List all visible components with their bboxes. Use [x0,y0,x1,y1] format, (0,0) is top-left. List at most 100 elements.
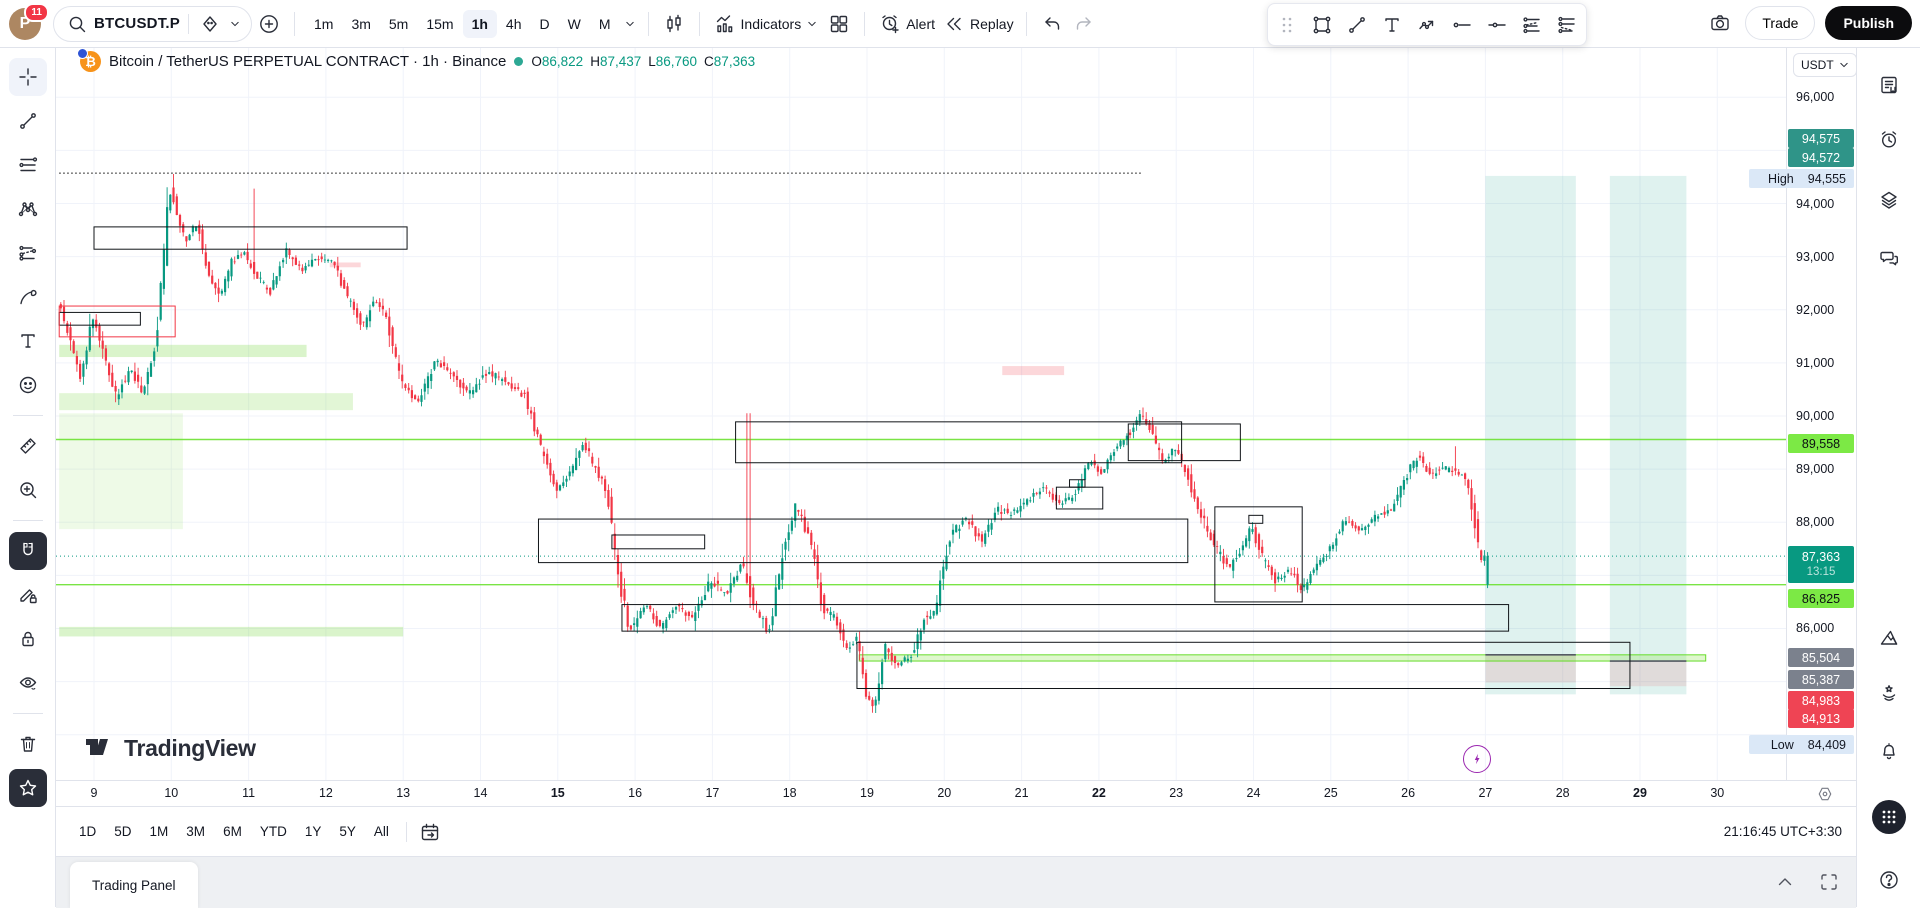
boost-button[interactable] [1463,745,1491,773]
replay-button[interactable]: Replay [939,9,1016,39]
timeframe-1m[interactable]: 1m [305,10,342,38]
stay-drawing-mode-tool[interactable] [9,576,47,614]
time-tick-24: 24 [1246,786,1261,800]
low-value: 86,760 [655,54,698,69]
brush-tool[interactable] [9,278,47,316]
chat-icon [1876,245,1902,271]
favorites-toolbar-toggle[interactable] [8,769,47,807]
snapshot-button[interactable] [1705,8,1735,38]
timeframe-3m[interactable]: 3m [342,10,379,38]
range-5D[interactable]: 5D [105,818,140,845]
timeframe-15m[interactable]: 15m [417,10,462,38]
indicators-button[interactable]: Indicators [710,9,823,39]
symbol-search[interactable]: BTCUSDT.P [53,5,252,42]
xabcd-pattern-tool[interactable] [9,190,47,228]
lock-drawings-tool[interactable] [9,620,47,658]
range-1Y[interactable]: 1Y [296,818,331,845]
alerts-button[interactable] [1872,123,1906,157]
layout-grid-button[interactable] [824,9,854,39]
time-tick-23: 23 [1169,786,1184,800]
range-1D[interactable]: 1D [70,818,105,845]
redo-icon [1071,11,1097,37]
range-6M[interactable]: 6M [214,818,251,845]
range-1M[interactable]: 1M [141,818,178,845]
timeframe-D[interactable]: D [531,10,559,38]
zoom-in-tool[interactable] [9,471,47,509]
goto-date-button[interactable] [415,817,445,847]
redo-button[interactable] [1069,9,1099,39]
divider [698,11,700,36]
text-tool[interactable] [9,322,47,360]
candlestick-chart [56,47,1786,780]
diamond-icon [197,11,223,37]
watchlist-button[interactable] [1872,68,1906,102]
timeframe-M[interactable]: M [590,10,620,38]
fullscreen-icon[interactable] [1816,869,1842,895]
time-tick-19: 19 [860,786,874,800]
time-tick-29: 29 [1633,786,1647,800]
panel-collapse-icon[interactable] [1772,869,1798,895]
plus-circle-icon [256,11,282,37]
undo-button[interactable] [1037,9,1067,39]
price-axis[interactable]: USDT 96,000 94,000 93,000 92,000 91,000 90,00… [1749,47,1857,780]
horizontal-line-tool[interactable] [1449,12,1475,38]
clock-timezone[interactable]: 21:16:45 UTC+3:30 [1723,824,1842,839]
apps-button[interactable] [1872,800,1906,834]
measure-tool[interactable] [9,427,47,465]
projection-tool[interactable] [9,234,47,272]
trading-panel-tab[interactable]: Trading Panel [70,862,198,908]
crosshair-tool[interactable] [8,58,47,96]
object-tree-button[interactable] [1872,183,1906,217]
timeframe-1h[interactable]: 1h [462,9,497,38]
forecast-icon [15,240,41,266]
price-tick: 96,000 [1796,90,1835,105]
price-badge-85504: 85,504 [1788,648,1854,667]
legend-title[interactable]: Bitcoin / TetherUS PERPETUAL CONTRACT · … [109,53,507,70]
range-All[interactable]: All [365,818,398,845]
timeframe-dropdown-icon[interactable] [622,11,638,37]
timeframe-W[interactable]: W [559,10,590,38]
remove-objects-tool[interactable] [9,725,47,763]
text-tool[interactable] [1379,12,1405,38]
chart-area[interactable]: ₿ Bitcoin / TetherUS PERPETUAL CONTRACT … [56,47,1786,780]
short-position-tool[interactable] [1554,12,1580,38]
fib-retracement-tool[interactable] [9,146,47,184]
minds-button[interactable] [1872,676,1906,710]
horizontal-ray-tool[interactable] [1484,12,1510,38]
publish-button[interactable]: Publish [1825,6,1912,40]
chart-type-button[interactable] [659,9,689,39]
add-symbol-button[interactable] [254,9,284,39]
rectangle-tool[interactable] [1309,12,1335,38]
long-position-tool[interactable] [1519,12,1545,38]
help-icon [1876,867,1902,893]
timeframe-5m[interactable]: 5m [380,10,417,38]
user-avatar[interactable]: P 11 [9,2,49,40]
watchlist-icon [1876,72,1902,98]
tradingview-watermark[interactable]: TradingView [86,735,256,762]
emoji-tool[interactable] [9,366,47,404]
ideas-button[interactable] [1872,621,1906,655]
indicators-icon [712,11,738,37]
chat-button[interactable] [1872,241,1906,275]
toolbar-drag-handle[interactable] [1274,12,1300,38]
price-badge-87363: 87,363 13:15 [1788,546,1854,583]
timeframe-4h[interactable]: 4h [497,10,531,38]
trash-icon [15,731,41,757]
notifications-button[interactable] [1872,733,1906,767]
hide-drawings-tool[interactable] [9,664,47,702]
range-3M[interactable]: 3M [177,818,214,845]
axis-settings-icon[interactable] [1812,781,1838,807]
magnet-tool[interactable] [8,532,47,570]
trade-button[interactable]: Trade [1745,6,1816,40]
alert-button[interactable]: Alert [875,9,937,39]
range-YTD[interactable]: YTD [251,818,296,845]
range-5Y[interactable]: 5Y [330,818,365,845]
trend-line-tool[interactable] [9,102,47,140]
time-tick-9: 9 [90,786,98,800]
trend-line-tool[interactable] [1344,12,1370,38]
currency-dropdown[interactable]: USDT [1793,53,1857,77]
arrow-marker-tool[interactable] [1414,12,1440,38]
time-axis[interactable]: 9 10 11 12 13 14 15 16 17 18 19 20 21 22 23 24 25 26 27 28 2… [56,780,1856,807]
help-button[interactable] [1872,863,1906,897]
time-tick-27: 27 [1478,786,1493,800]
